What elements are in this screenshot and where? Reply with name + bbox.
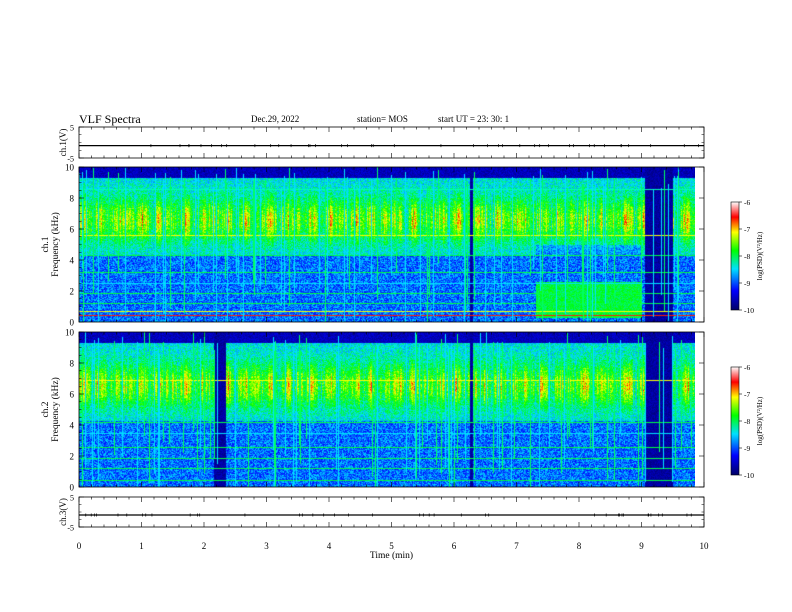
x-tick-label: 2 [202, 541, 207, 551]
x-tick-label: 0 [77, 541, 82, 551]
y-tick-label: 4 [70, 421, 75, 431]
x-tick-label: 4 [327, 541, 332, 551]
colorbar-tick-label: -7 [744, 390, 750, 399]
y-tick-label: -5 [67, 155, 74, 164]
y-tick-label: 10 [65, 163, 75, 173]
y-tick-label: 8 [70, 359, 75, 369]
y-tick-label: 4 [70, 256, 75, 266]
plot-frame [78, 126, 705, 159]
x-tick-label: 1 [139, 541, 144, 551]
colorbar-tick-label: -8 [744, 252, 750, 261]
colorbar [730, 201, 740, 311]
colorbar-tick-label: -6 [744, 363, 750, 372]
colorbar-label: log(PSD)(V²/Hz) [756, 396, 764, 445]
x-tick-label: 10 [700, 541, 710, 551]
colorbar-tick-label: -9 [744, 444, 750, 453]
y-tick-label: 2 [70, 452, 75, 462]
x-axis-label: Time (min) [370, 550, 413, 561]
colorbar-tick-label: -7 [744, 225, 750, 234]
spectrogram-image [79, 332, 695, 487]
x-tick-label: 9 [639, 541, 644, 551]
y-tick-label: 5 [70, 124, 74, 133]
station-label: station= MOS [357, 114, 408, 124]
y-tick-label: 2 [70, 287, 75, 297]
x-tick-label: 5 [389, 541, 394, 551]
x-tick-label: 3 [264, 541, 269, 551]
y-axis-label: ch.1 [41, 236, 51, 252]
panel-ch2-spectrogram: 0 2 4 6 8 10 ch.2 Frequency (kHz) -6 -7 -8 -9 -10 log… [41, 328, 764, 493]
panel-ch1-spectrogram: 0 2 4 6 8 10 ch.1 Frequency (kHz) -6 -7 -8 -9 -10 log… [41, 163, 764, 328]
y-axis-label: ch.2 [41, 401, 51, 417]
colorbar-label: log(PSD)(V²/Hz) [756, 231, 764, 280]
y-axis-label: Frequency (kHz) [50, 377, 61, 442]
start-time-label: start UT = 23: 30: 1 [438, 114, 510, 124]
colorbar-tick-label: -8 [744, 417, 750, 426]
x-tick-label: 8 [577, 541, 582, 551]
spectrogram-image [79, 167, 695, 322]
colorbar [730, 366, 740, 476]
chart-title: VLF Spectra [79, 112, 141, 126]
colorbar-tick-label: -6 [744, 198, 750, 207]
y-tick-label: 6 [70, 225, 75, 235]
y-tick-label: 5 [70, 494, 74, 503]
y-tick-label: 0 [70, 318, 75, 328]
date-label: Dec.29, 2022 [251, 114, 300, 124]
x-axis: 0 1 2 3 4 5 6 7 8 9 10 Time (min) [77, 541, 709, 561]
x-tick-label: 7 [514, 541, 519, 551]
colorbar-tick-label: -10 [744, 306, 754, 315]
y-axis-label: Frequency (kHz) [50, 212, 61, 277]
colorbar-tick-label: -10 [744, 471, 754, 480]
y-tick-label: 10 [65, 328, 75, 338]
y-axis-label: ch.3(V) [58, 498, 68, 526]
y-tick-label: 8 [70, 194, 75, 204]
colorbar-tick-label: -9 [744, 279, 750, 288]
panel-ch3-voltage: 5 -5ch.3(V) [58, 494, 705, 533]
y-axis-label: ch.1(V) [58, 129, 68, 157]
y-tick-label: 0 [70, 483, 75, 493]
panel-ch1-voltage: 5 -5ch.1(V) [58, 124, 705, 164]
y-tick-label: 6 [70, 390, 75, 400]
x-tick-label: 6 [452, 541, 457, 551]
y-tick-label: -5 [67, 524, 74, 533]
